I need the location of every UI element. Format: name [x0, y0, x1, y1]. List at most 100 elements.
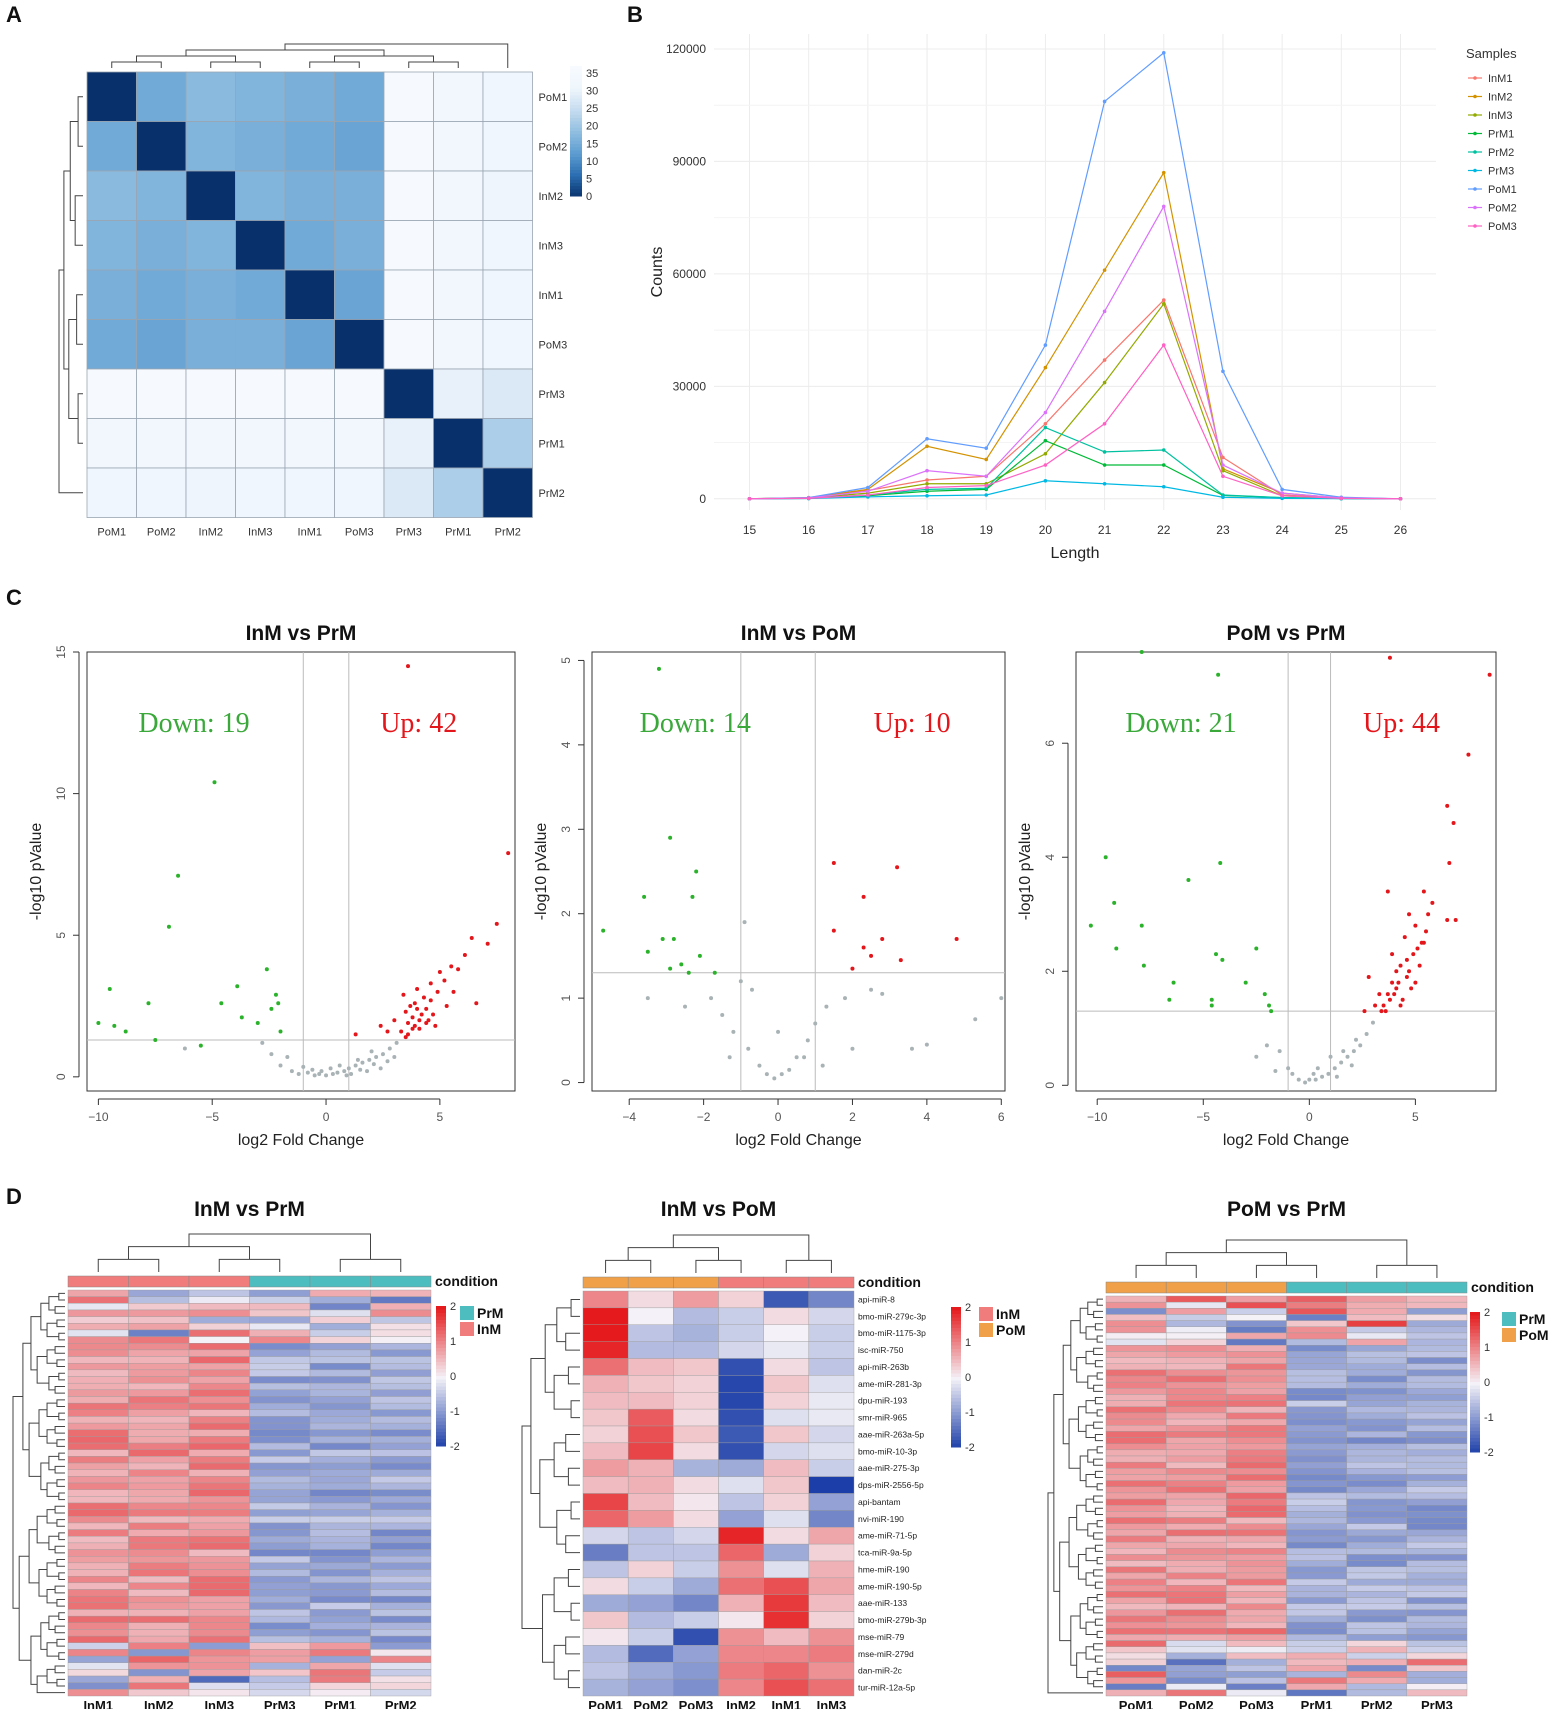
row-dendrogram	[74, 195, 83, 246]
heatmap-cell	[582, 1341, 629, 1359]
point-up	[410, 1026, 415, 1031]
point-not-significant	[330, 1072, 335, 1077]
heatmap-cell	[309, 1376, 371, 1384]
heatmap-cell	[718, 1577, 764, 1595]
heatmap-cell	[370, 1562, 432, 1570]
legend-swatch-point	[1473, 94, 1477, 99]
point-not-significant	[328, 1066, 333, 1071]
group-legend-label: PoM	[996, 1322, 1026, 1338]
y-axis-title: Counts	[649, 247, 666, 298]
colorbar-tick: 10	[586, 156, 598, 168]
colorbar-segment	[1470, 1434, 1480, 1439]
heatmap-cell	[1165, 1541, 1227, 1549]
point-down	[660, 937, 665, 942]
heatmap-cell	[188, 1469, 250, 1477]
heatmap-cell	[370, 1489, 432, 1497]
heatmap-cell	[185, 71, 236, 122]
plot-frame	[1075, 651, 1497, 1092]
heatmap-cell	[1105, 1597, 1167, 1604]
heatmap-cell	[763, 1375, 810, 1393]
heatmap-cell	[370, 1369, 432, 1377]
heatmap-cell	[86, 467, 137, 518]
colorbar-segment	[436, 1432, 446, 1436]
point-down	[1209, 997, 1214, 1002]
heatmap-cell	[1105, 1652, 1167, 1660]
heatmap-cell	[235, 71, 286, 122]
heatmap-cell	[249, 1615, 311, 1623]
heatmap-cell	[627, 1459, 674, 1477]
y-tick-label: 6	[1043, 740, 1057, 747]
heatmap-cell	[1226, 1511, 1287, 1518]
point-not-significant	[764, 1072, 769, 1077]
heatmap-cell	[1105, 1363, 1167, 1371]
heatmap-cell	[763, 1459, 810, 1477]
heatmap-cell	[673, 1476, 719, 1494]
point-not-significant	[779, 1072, 784, 1077]
row-dendrogram	[48, 1535, 59, 1551]
heatmap-cell	[433, 170, 484, 221]
heatmap-cell	[1226, 1480, 1287, 1487]
x-tick-label: 17	[861, 523, 875, 537]
heatmap-cell	[128, 1635, 190, 1643]
group-legend-swatch	[979, 1307, 993, 1321]
point-not-significant	[1326, 1071, 1331, 1076]
heatmap-cell	[383, 170, 434, 221]
heatmap-cell	[370, 1289, 432, 1297]
heatmap-cell	[309, 1329, 371, 1337]
series-point	[1161, 170, 1166, 175]
plot-frame	[86, 651, 516, 1092]
heatmap-cell	[718, 1527, 764, 1545]
series-point	[1043, 451, 1048, 456]
heatmap-cell	[1346, 1486, 1408, 1494]
heatmap-cell	[67, 1476, 129, 1484]
condition-bar-cell	[627, 1276, 674, 1289]
legend-swatch-point	[1473, 224, 1477, 228]
series-point	[1280, 487, 1284, 492]
point-not-significant	[1303, 1080, 1308, 1085]
heatmap-cell	[370, 1296, 432, 1304]
heatmap-cell	[582, 1594, 629, 1612]
row-dendrogram	[570, 1501, 580, 1520]
heatmap-cell	[763, 1392, 810, 1410]
point-up	[1411, 952, 1416, 957]
point-up	[1381, 1003, 1386, 1008]
panel-a-correlation-heatmap: PoM1PoM2InM2InM3InM1PoM3PrM3PrM1PrM2PoM1…	[58, 43, 598, 539]
colorbar-segment	[570, 75, 582, 80]
series-point	[1102, 450, 1107, 454]
heatmap-cell	[370, 1649, 432, 1657]
series-point	[984, 446, 989, 450]
heatmap-cell	[1346, 1529, 1408, 1537]
row-dendrogram	[553, 1442, 569, 1478]
heatmap-cell	[188, 1569, 250, 1577]
row-dendrogram	[68, 319, 79, 419]
x-tick-label: −4	[622, 1110, 636, 1124]
colorbar-segment	[436, 1351, 446, 1356]
row-dendrogram	[565, 1636, 580, 1655]
heatmap-cell	[334, 368, 385, 419]
colorbar-segment	[1470, 1410, 1480, 1414]
heatmap-cell	[1105, 1437, 1167, 1444]
heatmap-cell	[1406, 1449, 1468, 1457]
colorbar-segment	[951, 1401, 961, 1406]
heatmap-cell	[67, 1529, 129, 1537]
heatmap-cell	[67, 1289, 129, 1297]
heatmap-cell	[309, 1615, 371, 1623]
colorbar-segment	[570, 95, 582, 99]
group-legend-label: PrM	[1519, 1311, 1545, 1327]
heatmap-cell	[627, 1645, 674, 1663]
heatmap-cell	[1165, 1665, 1227, 1672]
point-not-significant	[310, 1067, 315, 1072]
heatmap-cell	[1286, 1529, 1347, 1537]
heatmap-cell	[1165, 1357, 1227, 1364]
heatmap-cell	[67, 1602, 129, 1610]
heatmap-cell	[1346, 1621, 1408, 1629]
heatmap-cell	[249, 1556, 311, 1564]
colorbar-segment	[1470, 1445, 1480, 1449]
row-dendrogram	[1096, 1630, 1103, 1639]
heatmap-cell	[673, 1678, 719, 1697]
colorbar-segment	[570, 72, 582, 77]
heatmap-cell	[1346, 1615, 1408, 1623]
colorbar-segment	[1470, 1413, 1480, 1418]
